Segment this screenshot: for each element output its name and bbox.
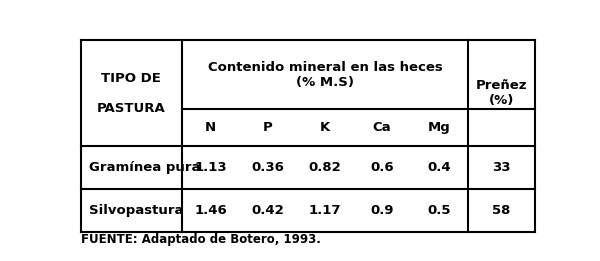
- Text: 0.36: 0.36: [251, 161, 284, 174]
- Text: 58: 58: [493, 204, 511, 217]
- Text: 1.17: 1.17: [308, 204, 341, 217]
- Text: 0.82: 0.82: [308, 161, 341, 174]
- Text: 1.46: 1.46: [194, 204, 227, 217]
- Text: Contenido mineral en las heces
(% M.S): Contenido mineral en las heces (% M.S): [208, 61, 442, 88]
- Text: TIPO DE

PASTURA: TIPO DE PASTURA: [97, 72, 166, 115]
- Text: FUENTE: Adaptado de Botero, 1993.: FUENTE: Adaptado de Botero, 1993.: [80, 233, 320, 246]
- Text: 1.13: 1.13: [194, 161, 227, 174]
- Text: P: P: [263, 121, 272, 134]
- Text: N: N: [205, 121, 216, 134]
- Text: Preñez
(%): Preñez (%): [476, 79, 527, 107]
- Text: 33: 33: [493, 161, 511, 174]
- Text: 0.4: 0.4: [428, 161, 451, 174]
- Text: Ca: Ca: [373, 121, 391, 134]
- Text: 0.5: 0.5: [428, 204, 451, 217]
- Text: 0.42: 0.42: [251, 204, 284, 217]
- Text: K: K: [320, 121, 330, 134]
- Text: Mg: Mg: [428, 121, 451, 134]
- Text: 0.6: 0.6: [370, 161, 394, 174]
- Text: Silvopastura: Silvopastura: [89, 204, 184, 217]
- Text: Gramínea pura: Gramínea pura: [89, 161, 200, 174]
- Text: 0.9: 0.9: [370, 204, 394, 217]
